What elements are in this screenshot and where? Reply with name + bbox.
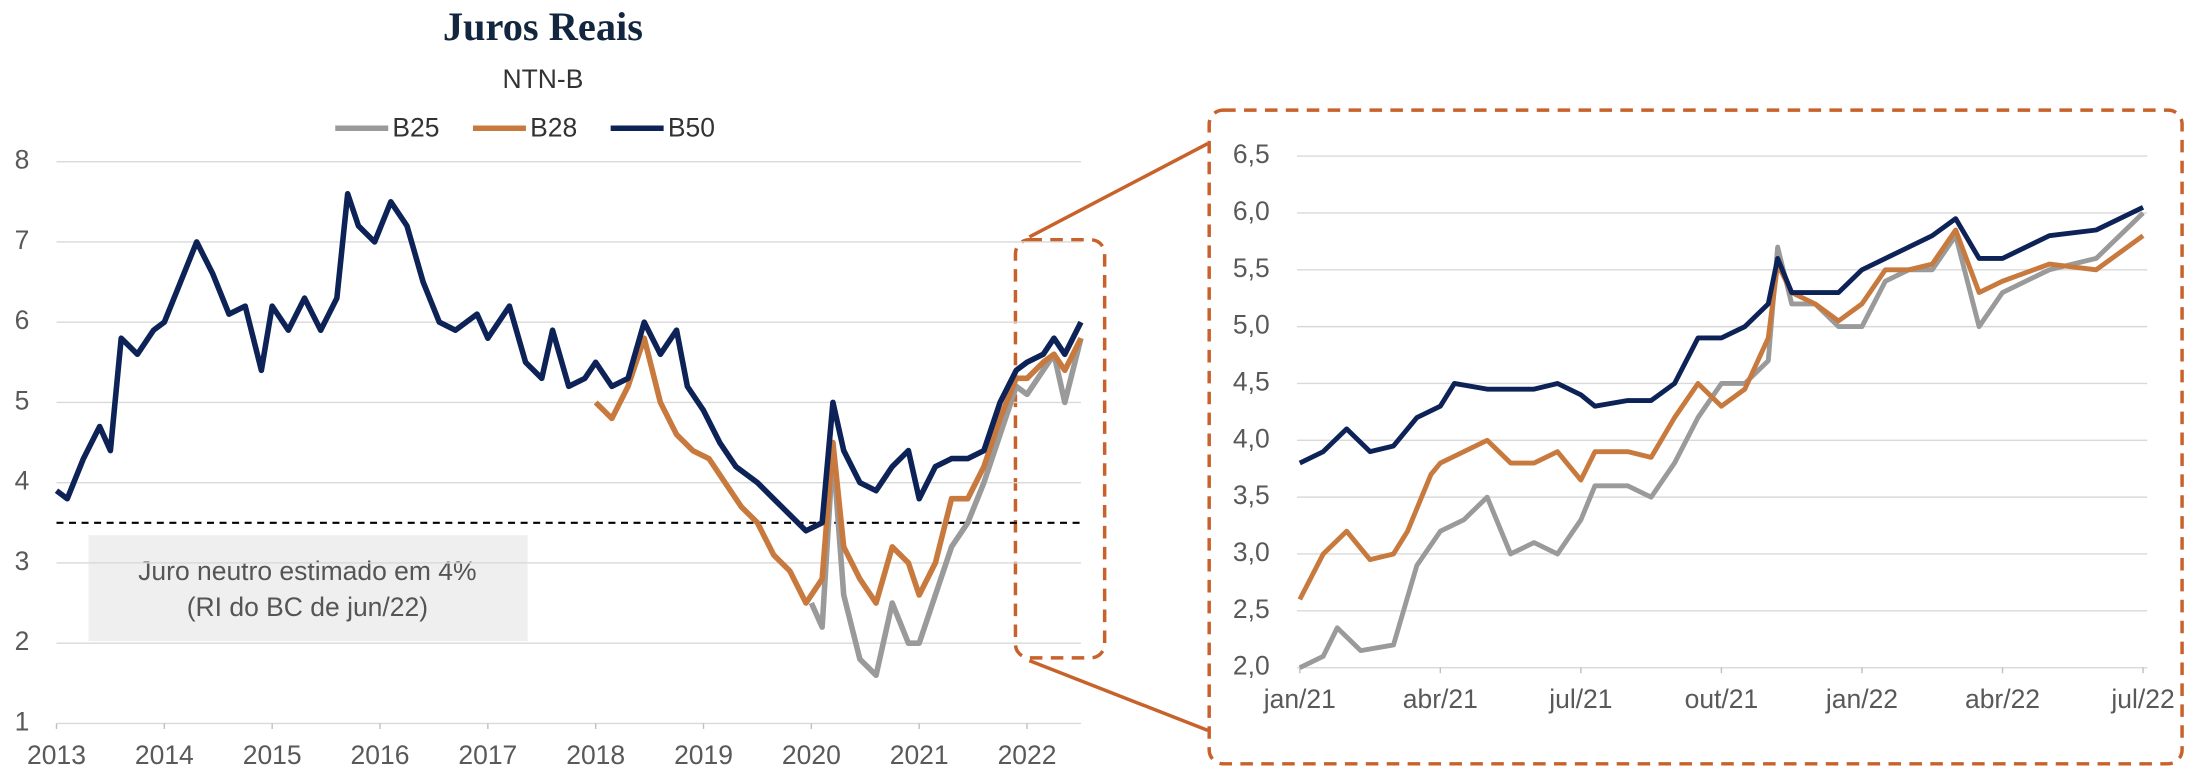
y-tick-label: 4,0 — [1233, 423, 1270, 453]
y-tick-label: 6,0 — [1233, 196, 1270, 226]
y-tick-label: 4 — [15, 466, 30, 496]
y-tick-label: 2,5 — [1233, 594, 1270, 624]
x-tick-label: abr/21 — [1403, 684, 1478, 714]
legend-label: B28 — [530, 113, 577, 143]
zoom-box — [1013, 237, 1107, 660]
zoom-connector — [1028, 659, 1209, 732]
x-tick-label: jan/21 — [1263, 684, 1336, 714]
y-tick-label: 3 — [15, 546, 30, 576]
y-tick-label: 1 — [15, 706, 30, 736]
y-tick-label: 2 — [15, 626, 30, 656]
annotation: (RI do BC de jun/22) — [187, 592, 428, 622]
x-tick-label: jul/22 — [2110, 684, 2174, 714]
chart-subtitle: NTN-B — [502, 64, 583, 94]
series-line — [808, 337, 1084, 679]
legend-label: B25 — [392, 113, 439, 143]
zoom-connector — [1028, 142, 1209, 239]
annotation-box — [88, 535, 528, 642]
x-tick-label: 2021 — [890, 740, 949, 768]
zoom-panel — [1207, 108, 2184, 766]
y-tick-label: 2,0 — [1233, 651, 1270, 681]
x-tick-label: 2019 — [674, 740, 733, 768]
series-line — [593, 335, 1084, 606]
x-tick-label: 2022 — [998, 740, 1057, 768]
series-line — [54, 190, 1084, 534]
series-line — [1298, 211, 2145, 670]
y-tick-label: 3,0 — [1233, 537, 1270, 567]
y-tick-label: 4,5 — [1233, 366, 1270, 396]
y-tick-label: 6,5 — [1233, 139, 1270, 169]
x-tick-label: 2015 — [243, 740, 302, 768]
chart-title: Juros Reais — [443, 4, 643, 49]
x-tick-label: 2013 — [27, 740, 86, 768]
x-tick-label: jul/21 — [1548, 684, 1612, 714]
x-tick-label: 2014 — [135, 740, 194, 768]
y-tick-label: 5,5 — [1233, 253, 1270, 283]
series-line — [1297, 227, 2145, 601]
x-tick-label: jan/22 — [1825, 684, 1898, 714]
y-tick-label: 6 — [15, 305, 30, 335]
series-line — [1298, 205, 2145, 466]
y-tick-label: 5 — [15, 385, 30, 415]
y-tick-label: 8 — [15, 145, 30, 175]
x-tick-label: 2016 — [351, 740, 410, 768]
y-tick-label: 7 — [15, 225, 30, 255]
annotation: Juro neutro estimado em 4% — [138, 556, 476, 586]
x-tick-label: 2020 — [782, 740, 841, 768]
x-tick-label: 2017 — [458, 740, 517, 768]
y-tick-label: 5,0 — [1233, 310, 1270, 340]
x-tick-label: 2018 — [566, 740, 625, 768]
legend-label: B50 — [668, 113, 715, 143]
y-tick-label: 3,5 — [1233, 480, 1270, 510]
x-tick-label: out/21 — [1685, 684, 1759, 714]
x-tick-label: abr/22 — [1965, 684, 2040, 714]
